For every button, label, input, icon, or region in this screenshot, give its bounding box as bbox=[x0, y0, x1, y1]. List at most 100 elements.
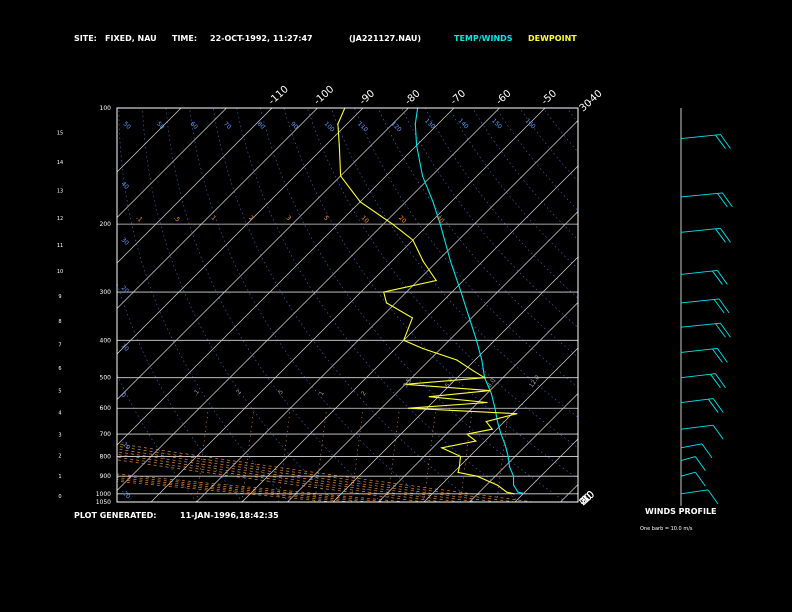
wind-barb-flag bbox=[720, 322, 731, 338]
temperature-point bbox=[421, 175, 424, 177]
wind-barb-flag bbox=[712, 424, 724, 440]
wind-barb-flag bbox=[707, 398, 719, 413]
moist-adiabat-label: 1 bbox=[318, 390, 326, 397]
dewpoint-point bbox=[404, 383, 406, 385]
wind-barb-flag bbox=[720, 228, 731, 243]
moist-adiabat-label: .1 bbox=[192, 388, 201, 397]
site-value: FIXED, NAU bbox=[105, 34, 157, 43]
moist-adiabat-label: .2 bbox=[234, 388, 243, 397]
mixing-ratio-line bbox=[196, 408, 209, 502]
legend-temp-winds: TEMP/WINDS bbox=[454, 34, 513, 43]
height-tick-label: 0 bbox=[58, 494, 61, 500]
height-tick-label: 12 bbox=[57, 216, 63, 222]
isotherm-label-top: -110 bbox=[267, 84, 291, 107]
wind-barb-shaft bbox=[680, 398, 714, 403]
temperature-point bbox=[475, 339, 478, 341]
wind-barb-flag bbox=[713, 299, 725, 314]
wind-barb-shaft bbox=[680, 424, 714, 430]
dry-adiabat-label: 70 bbox=[222, 120, 232, 130]
isotherm bbox=[287, 211, 578, 502]
moist-adiabat-label: .5 bbox=[276, 388, 285, 397]
moist-adiabat-label: 3.5 bbox=[402, 377, 413, 389]
dewpoint-point bbox=[457, 471, 459, 474]
mixing-ratio-label: 10 bbox=[360, 214, 370, 224]
wind-barb-flag bbox=[720, 134, 731, 149]
isotherm bbox=[469, 393, 578, 502]
dewpoint-point bbox=[337, 123, 339, 125]
moist-adiabat bbox=[117, 477, 370, 502]
wind-barb-flag bbox=[718, 298, 730, 314]
dry-adiabat-label: 0 bbox=[120, 391, 128, 399]
dry-adiabat bbox=[236, 108, 520, 502]
dewpoint-point bbox=[359, 201, 361, 203]
pressure-tick-label: 400 bbox=[100, 337, 112, 344]
wind-barb-flag bbox=[715, 134, 726, 149]
dewpoint-point bbox=[516, 413, 518, 415]
moist-adiabat-label: 5.0 bbox=[444, 377, 455, 389]
dry-adiabat-label: 80 bbox=[256, 120, 266, 130]
temperature-point bbox=[450, 260, 452, 263]
dewpoint-point bbox=[383, 291, 385, 293]
dewpoint-point bbox=[475, 440, 477, 442]
height-tick-label: 2 bbox=[58, 453, 61, 459]
isotherm bbox=[117, 108, 273, 264]
temperature-point bbox=[517, 491, 519, 493]
wind-barb-shaft bbox=[680, 471, 696, 477]
height-tick-label: 6 bbox=[58, 366, 61, 372]
temperature-point bbox=[468, 317, 470, 319]
wind-barb-flag bbox=[721, 192, 733, 208]
dry-adiabat-label: -20 bbox=[120, 488, 132, 500]
moist-adiabat bbox=[117, 480, 334, 502]
isotherm bbox=[117, 108, 409, 400]
wind-barb-flag bbox=[710, 373, 721, 388]
dewpoint-point bbox=[441, 447, 443, 449]
wind-barb-flag bbox=[712, 348, 723, 363]
wind-barb-flag bbox=[712, 270, 723, 285]
grid-layer bbox=[117, 108, 792, 502]
dry-adiabat bbox=[614, 108, 792, 502]
temperature-point bbox=[439, 223, 441, 225]
dry-adiabat-label: 50 bbox=[155, 120, 165, 130]
time-label: TIME: bbox=[172, 34, 197, 43]
wind-barb-flag bbox=[701, 443, 713, 459]
dewpoint-point bbox=[456, 359, 458, 361]
isotherm bbox=[117, 108, 318, 309]
axis-layer: 1002003004005006007008009001000105001234… bbox=[57, 84, 605, 508]
dry-adiabat-label: 100 bbox=[323, 120, 336, 133]
isotherm-label-top: -100 bbox=[312, 84, 336, 107]
mixing-ratio-label: 5 bbox=[322, 214, 330, 222]
pressure-tick-label: 500 bbox=[100, 375, 112, 382]
series-layer bbox=[337, 108, 527, 495]
mixing-ratio-line bbox=[350, 408, 364, 502]
dewpoint-point bbox=[428, 396, 430, 398]
temperature-point bbox=[490, 393, 492, 395]
temperature-point bbox=[504, 445, 507, 447]
wind-barb-shaft bbox=[680, 489, 709, 495]
winds-profile-panel bbox=[680, 108, 733, 506]
dry-adiabat bbox=[260, 108, 567, 502]
mixing-ratio-line bbox=[460, 408, 473, 502]
temperature-point bbox=[460, 291, 462, 293]
wind-barb-flag bbox=[717, 193, 728, 208]
pressure-tick-label: 300 bbox=[100, 289, 112, 296]
pressure-tick-label: 800 bbox=[100, 453, 112, 460]
wind-barb-shaft bbox=[680, 443, 703, 449]
mixing-ratio-line bbox=[278, 408, 291, 502]
dewpoint-point bbox=[458, 465, 461, 468]
wind-barb-shaft bbox=[680, 134, 721, 139]
wind-barb-shaft bbox=[680, 227, 721, 233]
dry-adiabat bbox=[661, 108, 792, 502]
dry-adiabat-label: 30 bbox=[120, 236, 130, 246]
mixing-ratio-line bbox=[387, 408, 400, 502]
dewpoint-point bbox=[472, 370, 474, 372]
pressure-tick-label: 1000 bbox=[96, 491, 111, 498]
isotherm bbox=[117, 108, 364, 355]
dry-adiabat bbox=[495, 108, 578, 211]
moist-adiabat bbox=[117, 459, 425, 502]
temperature-line bbox=[414, 108, 526, 495]
isotherm bbox=[241, 165, 578, 502]
winds-profile-title: WINDS PROFILE bbox=[645, 507, 717, 516]
dewpoint-point bbox=[476, 475, 478, 477]
temperature-point bbox=[508, 465, 511, 468]
dry-adiabat bbox=[118, 108, 290, 502]
